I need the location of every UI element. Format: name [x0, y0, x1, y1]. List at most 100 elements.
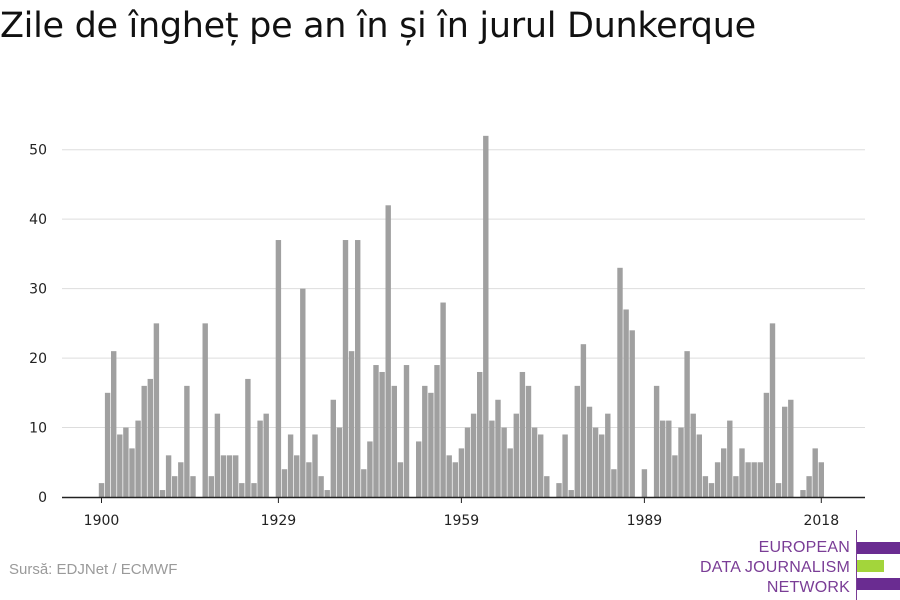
bar-1900 — [98, 483, 105, 497]
bar-1984 — [611, 469, 617, 497]
bar-1912 — [172, 476, 178, 497]
bar-1910 — [159, 490, 166, 497]
bar-1986 — [623, 309, 629, 497]
bar-1992 — [660, 420, 666, 497]
bar-1965 — [495, 399, 501, 497]
bar-1926 — [257, 420, 263, 497]
y-tick-label: 30 — [29, 282, 47, 298]
bar-1997 — [690, 413, 696, 497]
bar-1929 — [275, 240, 282, 497]
bar-1922 — [233, 455, 239, 497]
bar-2002 — [721, 448, 727, 497]
y-tick-label: 10 — [29, 421, 47, 437]
bar-1968 — [513, 413, 519, 497]
bar-1909 — [153, 323, 160, 497]
bar-1906 — [135, 420, 141, 497]
gridlines — [62, 149, 865, 429]
bar-1977 — [568, 490, 574, 497]
bar-1904 — [123, 427, 129, 497]
bar-1943 — [361, 469, 367, 497]
bar-1944 — [367, 441, 373, 497]
bar-2012 — [782, 406, 788, 497]
bar-1932 — [294, 455, 300, 497]
bar-2015 — [800, 490, 806, 497]
bar-1902 — [111, 351, 117, 497]
bar-1927 — [263, 413, 269, 497]
logo-line-european: EUROPEAN — [758, 539, 850, 556]
logo-bar-purple-top — [857, 542, 900, 554]
x-tick-label: 1989 — [627, 513, 663, 529]
bar-1962 — [477, 371, 483, 497]
edjnet-logo[interactable]: EUROPEAN DATA JOURNALISM NETWORK — [700, 530, 900, 600]
bar-1954 — [428, 392, 434, 497]
bar-1933 — [300, 288, 306, 497]
bar-1975 — [556, 483, 562, 497]
bar-1963 — [483, 135, 489, 497]
bar-1973 — [544, 476, 550, 497]
bar-1920 — [220, 455, 227, 497]
y-tick-label: 0 — [38, 490, 47, 506]
bar-1915 — [190, 476, 196, 497]
bar-1964 — [489, 420, 495, 497]
bar-1961 — [470, 413, 477, 497]
x-tick-label: 1959 — [444, 513, 480, 529]
bar-2004 — [733, 476, 739, 497]
bar-1911 — [165, 455, 172, 497]
bar-1966 — [501, 427, 507, 497]
bar-2003 — [727, 420, 733, 497]
bar-1939 — [336, 427, 343, 497]
bar-2010 — [769, 323, 776, 497]
bar-2011 — [775, 483, 782, 497]
bar-1967 — [507, 448, 513, 497]
bar-1976 — [562, 434, 568, 497]
bar-2001 — [714, 462, 721, 497]
x-tick-label: 1929 — [261, 513, 297, 529]
bar-1919 — [214, 413, 221, 497]
bar-1903 — [117, 434, 123, 497]
bar-1998 — [696, 434, 702, 497]
bar-1930 — [281, 469, 288, 497]
bar-1957 — [446, 455, 452, 497]
x-tick-label: 2018 — [803, 513, 839, 529]
bar-1924 — [245, 378, 251, 497]
bar-1955 — [434, 365, 440, 497]
bar-1972 — [538, 434, 544, 497]
bar-1913 — [178, 462, 184, 497]
bar-1979 — [580, 344, 587, 497]
y-tick-label: 20 — [29, 351, 47, 367]
bar-1947 — [385, 205, 391, 498]
logo-bar-purple-bottom — [857, 578, 900, 590]
bar-1971 — [531, 427, 538, 497]
bar-1945 — [373, 365, 379, 497]
bar-2018 — [818, 462, 824, 497]
bar-1989 — [641, 469, 648, 497]
bar-1982 — [599, 434, 605, 497]
bar-1941 — [348, 351, 355, 497]
bar-1991 — [653, 385, 660, 497]
bar-1993 — [666, 420, 672, 497]
logo-separator — [856, 530, 857, 600]
bar-1969 — [519, 371, 526, 497]
bar-1953 — [422, 385, 428, 497]
bar-1940 — [342, 240, 349, 497]
bar-2009 — [763, 392, 770, 497]
bar-1980 — [586, 406, 593, 497]
source-note: Sursă: EDJNet / ECMWF — [9, 561, 178, 578]
bar-1931 — [287, 434, 294, 497]
bar-1938 — [330, 399, 336, 497]
bar-1942 — [355, 240, 361, 497]
bar-2005 — [739, 448, 745, 497]
bar-2016 — [806, 476, 812, 497]
bar-1952 — [416, 441, 422, 497]
logo-line-network: NETWORK — [766, 579, 850, 596]
bar-1918 — [208, 476, 214, 497]
bars — [98, 135, 824, 498]
x-axis: 1900 1929 1959 1989 2018 — [62, 496, 865, 529]
logo-bar-green — [857, 560, 884, 572]
bar-1996 — [684, 351, 690, 497]
bar-1983 — [605, 413, 611, 497]
bar-1936 — [318, 476, 324, 497]
bar-1907 — [141, 385, 147, 497]
bar-2007 — [751, 462, 757, 497]
